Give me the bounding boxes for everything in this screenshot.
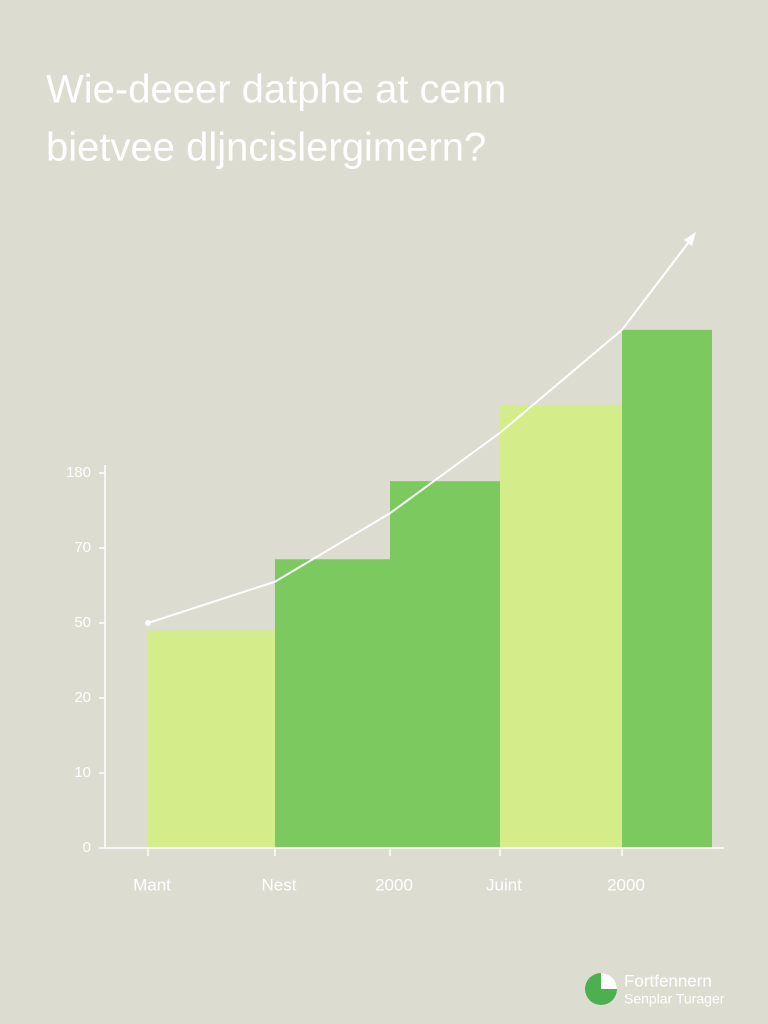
bar [622, 329, 712, 848]
trend-start [145, 620, 151, 626]
y-tick-label: 0 [83, 839, 91, 856]
x-tick-label: 2000 [375, 875, 413, 894]
trend-arrow [621, 237, 693, 331]
y-tick-label: 180 [66, 464, 91, 481]
y-tick-label: 10 [74, 764, 91, 781]
chart-title: Wie-deeer datphe at cenn [46, 68, 506, 112]
bar [148, 630, 275, 848]
y-tick-label: 70 [74, 539, 91, 556]
x-tick-label: 2000 [607, 875, 645, 894]
logo-text: Senplar Turager [624, 991, 725, 1007]
logo: Fortfennern Senplar Turager [585, 971, 725, 1007]
y-tick-label: 20 [74, 689, 91, 706]
x-tick-label: Mant [133, 875, 171, 894]
logo-text: Fortfennern [624, 971, 712, 990]
chart-title: bietvee dljncislergimern? [46, 126, 486, 170]
bar [275, 559, 390, 848]
bar [390, 481, 500, 848]
logo-icon-part [601, 973, 617, 989]
trend-line [147, 329, 623, 624]
x-tick-label: Nest [262, 875, 297, 894]
x-tick-label: Juint [486, 875, 522, 894]
y-tick-label: 50 [74, 614, 91, 631]
bar [500, 404, 622, 848]
trend-arrowhead [684, 231, 696, 246]
